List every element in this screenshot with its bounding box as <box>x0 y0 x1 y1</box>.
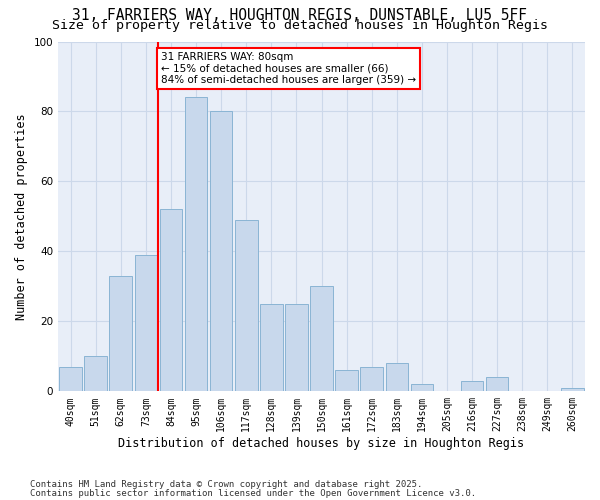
Y-axis label: Number of detached properties: Number of detached properties <box>15 113 28 320</box>
Bar <box>59 367 82 392</box>
Bar <box>285 304 308 392</box>
Bar <box>235 220 257 392</box>
Text: 31, FARRIERS WAY, HOUGHTON REGIS, DUNSTABLE, LU5 5FF: 31, FARRIERS WAY, HOUGHTON REGIS, DUNSTA… <box>73 8 527 22</box>
Bar <box>109 276 132 392</box>
Bar <box>561 388 584 392</box>
Bar <box>410 384 433 392</box>
Bar <box>260 304 283 392</box>
Bar <box>461 381 484 392</box>
Bar <box>185 98 208 392</box>
Bar <box>386 364 408 392</box>
Bar <box>486 378 508 392</box>
Text: Contains HM Land Registry data © Crown copyright and database right 2025.: Contains HM Land Registry data © Crown c… <box>30 480 422 489</box>
Text: Contains public sector information licensed under the Open Government Licence v3: Contains public sector information licen… <box>30 488 476 498</box>
Bar <box>134 255 157 392</box>
Bar <box>335 370 358 392</box>
Bar <box>361 367 383 392</box>
Bar <box>310 286 333 392</box>
Text: 31 FARRIERS WAY: 80sqm
← 15% of detached houses are smaller (66)
84% of semi-det: 31 FARRIERS WAY: 80sqm ← 15% of detached… <box>161 52 416 85</box>
Bar <box>210 112 232 392</box>
Text: Size of property relative to detached houses in Houghton Regis: Size of property relative to detached ho… <box>52 18 548 32</box>
Bar <box>160 210 182 392</box>
Bar <box>85 356 107 392</box>
X-axis label: Distribution of detached houses by size in Houghton Regis: Distribution of detached houses by size … <box>118 437 524 450</box>
